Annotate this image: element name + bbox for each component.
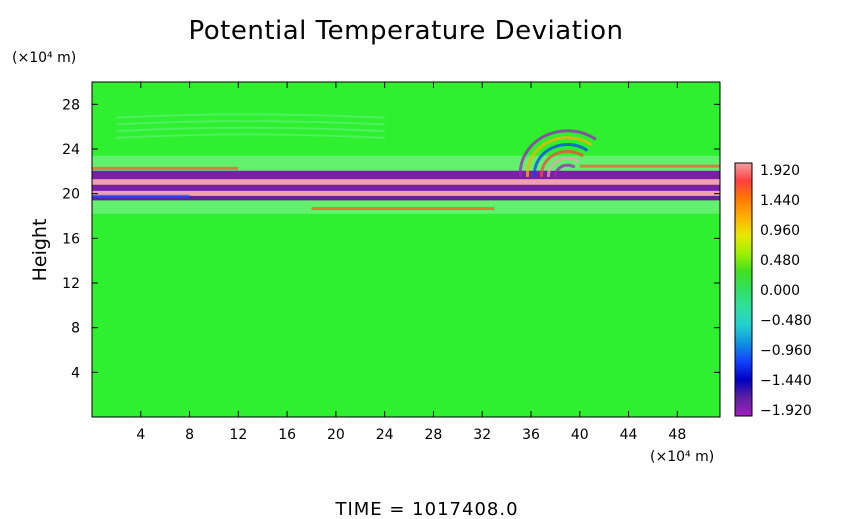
x-tick-label: 36: [522, 427, 540, 443]
heatmap-background: [92, 82, 720, 417]
y-tick-label: 12: [62, 276, 80, 292]
colorbar-label: −0.960: [760, 343, 812, 359]
wave-arc: [525, 136, 593, 178]
plot-frame: [91, 81, 721, 418]
band-2: [92, 184, 720, 192]
ripple-line: [116, 126, 385, 133]
wave-arc: [518, 129, 597, 178]
x-tick-label: 8: [185, 427, 194, 443]
ripple-line: [116, 113, 385, 119]
heatmap-plot: [91, 81, 721, 418]
time-footer: TIME = 1017408.0: [334, 499, 518, 519]
y-axis-unit: (×10⁴ m): [12, 50, 76, 66]
heatmap-wave-pattern: [116, 113, 597, 178]
band-fringe-upper-left: [92, 166, 239, 170]
colorbar-label: 1.920: [760, 163, 800, 179]
x-tick-label: 16: [278, 427, 296, 443]
y-tick-label: 28: [62, 97, 80, 113]
band-fringe-lower: [311, 207, 495, 211]
y-tick-label: 16: [62, 231, 80, 247]
wave-arc: [532, 143, 589, 178]
x-tick-label: 28: [425, 427, 443, 443]
x-axis-ticks: 4 8 12 16 20 24 28 32 36 40 44 48: [136, 82, 686, 443]
y-axis-label: Height: [29, 219, 51, 282]
ripple-line: [116, 120, 385, 126]
colorbar-label: 0.480: [760, 253, 800, 269]
colorbar-label: −1.440: [760, 373, 812, 389]
y-tick-label: 4: [71, 365, 80, 381]
wave-arc: [547, 156, 580, 178]
x-tick-label: 32: [473, 427, 491, 443]
x-tick-label: 48: [668, 427, 686, 443]
band-1: [92, 179, 720, 186]
band-3: [92, 190, 720, 197]
colorbar-label: 0.000: [760, 283, 800, 299]
colorbar-label: 0.960: [760, 223, 800, 239]
x-tick-label: 24: [376, 427, 394, 443]
x-tick-label: 44: [620, 427, 638, 443]
band-4: [92, 195, 720, 201]
chart-title: Potential Temperature Deviation: [189, 16, 624, 46]
x-tick-label: 20: [327, 427, 345, 443]
colorbar-labels: 1.920 1.440 0.960 0.480 0.000 −0.480 −0.960 −1.…: [760, 163, 812, 419]
wave-arc: [540, 149, 585, 178]
colorbar-label: −1.920: [760, 403, 812, 419]
colorbar-bar: [734, 162, 753, 417]
y-tick-label: 20: [62, 187, 80, 203]
heatmap-bands: [92, 155, 720, 214]
colorbar: 1.920 1.440 0.960 0.480 0.000 −0.480 −0.960 −1.…: [734, 162, 812, 419]
ripple-line: [116, 133, 385, 139]
band-fringe-upper-right: [579, 164, 720, 168]
y-axis-ticks: 4 8 12 16 20 24 28: [62, 97, 720, 381]
x-axis-unit: (×10⁴ m): [650, 449, 714, 465]
colorbar-label: −0.480: [760, 313, 812, 329]
band-0: [92, 170, 720, 181]
band-blue-left: [92, 194, 190, 198]
x-tick-label: 4: [136, 427, 145, 443]
x-tick-label: 12: [229, 427, 247, 443]
x-tick-label: 40: [571, 427, 589, 443]
wave-arc: [554, 163, 576, 178]
y-tick-label: 24: [62, 142, 80, 158]
y-tick-label: 8: [71, 321, 80, 337]
colorbar-label: 1.440: [760, 193, 800, 209]
